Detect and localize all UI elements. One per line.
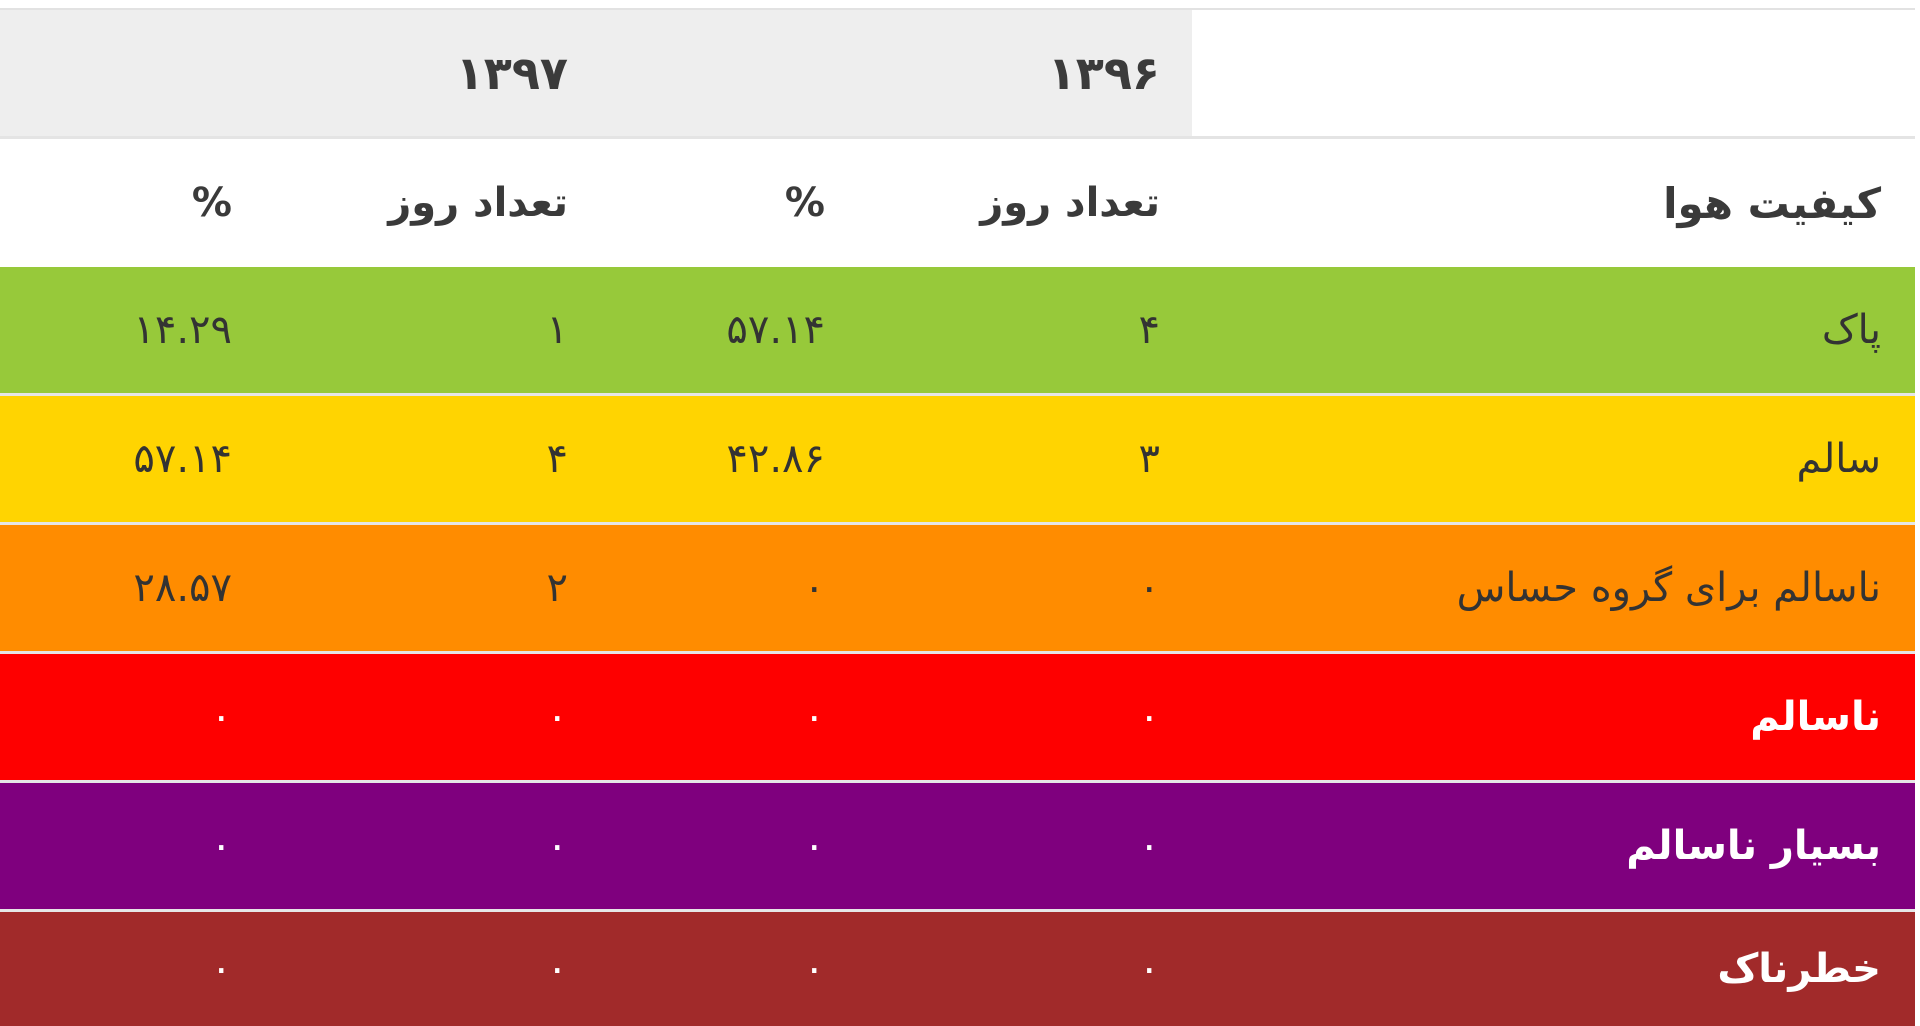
percent-1396-cell: ۰ (803, 946, 825, 992)
row-divider (0, 909, 1915, 912)
table-row: خطرناک ۰ ۰ ۰ ۰ (0, 912, 1915, 1026)
percent-1396-cell: ۵۷.۱۴ (726, 307, 825, 353)
year-1397-header: ۱۳۹۷ (455, 46, 568, 100)
days-1396-cell: ۰ (1138, 694, 1160, 740)
percent-1397-column-header: % (191, 180, 232, 226)
year-header-band (0, 10, 1192, 136)
year-1396-header: ۱۳۹۶ (1047, 46, 1160, 100)
year-row-divider (0, 136, 1915, 139)
days-1396-cell: ۰ (1138, 946, 1160, 992)
air-quality-label: سالم (1796, 436, 1881, 482)
days-1396-cell: ۴ (1138, 307, 1160, 353)
row-divider (0, 780, 1915, 783)
days-1397-cell: ۰ (546, 946, 568, 992)
table-row: ناسالم ۰ ۰ ۰ ۰ (0, 654, 1915, 780)
percent-1397-cell: ۰ (210, 694, 232, 740)
percent-1396-cell: ۴۲.۸۶ (726, 436, 825, 482)
percent-1396-cell: ۰ (803, 565, 825, 611)
percent-1397-cell: ۵۷.۱۴ (133, 436, 232, 482)
days-1397-cell: ۰ (546, 823, 568, 869)
days-1396-cell: ۳ (1138, 436, 1160, 482)
column-header-row: کیفیت هوا تعداد روز % تعداد روز % (0, 139, 1915, 267)
table-row: پاک ۴ ۵۷.۱۴ ۱ ۱۴.۲۹ (0, 267, 1915, 393)
percent-1397-cell: ۲۸.۵۷ (133, 565, 232, 611)
row-divider (0, 393, 1915, 396)
days-1397-cell: ۰ (546, 694, 568, 740)
table-top-border (0, 8, 1915, 10)
days-1397-cell: ۲ (546, 565, 568, 611)
percent-1397-cell: ۰ (210, 823, 232, 869)
table-row: بسیار ناسالم ۰ ۰ ۰ ۰ (0, 783, 1915, 909)
row-divider (0, 522, 1915, 525)
air-quality-label: بسیار ناسالم (1626, 823, 1881, 869)
percent-1396-cell: ۰ (803, 823, 825, 869)
table-row: ناسالم برای گروه حساس ۰ ۰ ۲ ۲۸.۵۷ (0, 525, 1915, 651)
days-1396-cell: ۰ (1138, 823, 1160, 869)
air-quality-label: ناسالم (1750, 694, 1881, 740)
air-quality-label: ناسالم برای گروه حساس (1456, 565, 1881, 611)
table-row: سالم ۳ ۴۲.۸۶ ۴ ۵۷.۱۴ (0, 396, 1915, 522)
percent-1396-column-header: % (784, 180, 825, 226)
days-1397-cell: ۴ (546, 436, 568, 482)
days-1397-column-header: تعداد روز (388, 180, 568, 226)
air-quality-label: خطرناک (1717, 946, 1881, 992)
year-header-row: ۱۳۹۶ ۱۳۹۷ (0, 10, 1915, 136)
row-divider (0, 651, 1915, 654)
percent-1397-cell: ۱۴.۲۹ (133, 307, 232, 353)
percent-1396-cell: ۰ (803, 694, 825, 740)
air-quality-label: پاک (1821, 307, 1881, 353)
percent-1397-cell: ۰ (210, 946, 232, 992)
days-1396-column-header: تعداد روز (980, 180, 1160, 226)
days-1397-cell: ۱ (546, 307, 568, 353)
days-1396-cell: ۰ (1138, 565, 1160, 611)
air-quality-column-header: کیفیت هوا (1663, 178, 1881, 228)
